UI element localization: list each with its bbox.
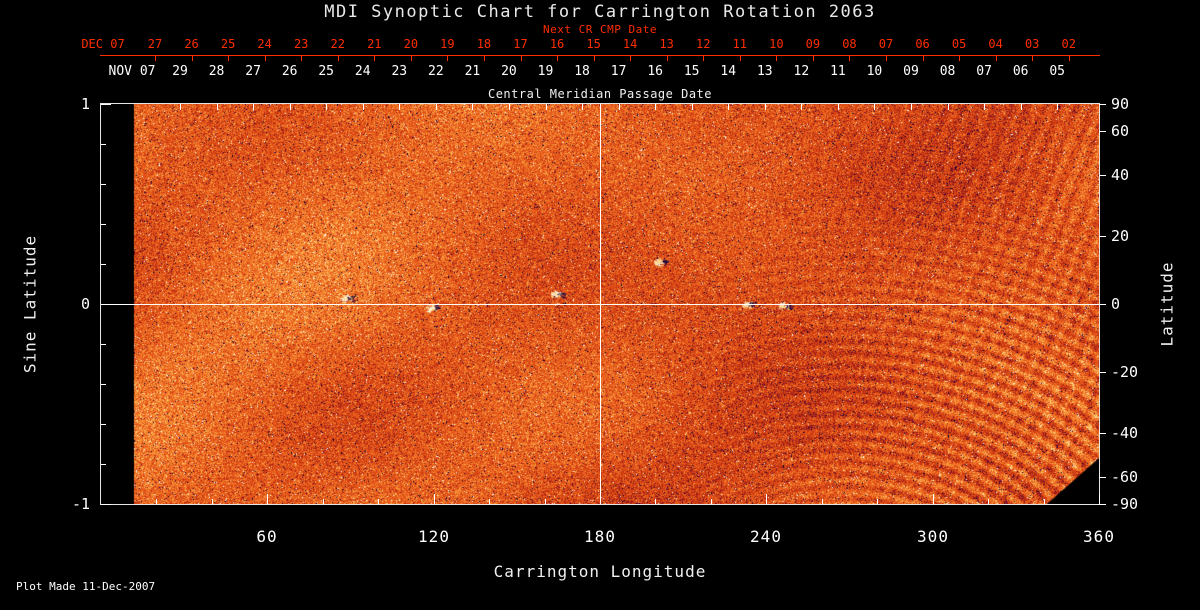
next-cr-day: 24 xyxy=(257,37,272,51)
cmp-day: 16 xyxy=(647,64,663,79)
cmp-day: 14 xyxy=(720,64,737,79)
next-cr-month-label: DEC 07 xyxy=(81,37,125,51)
next-cr-day: 20 xyxy=(403,37,419,51)
next-cr-day: 27 xyxy=(147,37,163,51)
next-cr-day: 15 xyxy=(586,37,601,51)
plot-area xyxy=(100,103,1100,505)
latitude-tick-label: 20 xyxy=(1111,227,1130,245)
cmp-day: 25 xyxy=(318,64,335,79)
next-cr-day: 09 xyxy=(805,37,821,51)
latitude-tick xyxy=(1099,372,1106,373)
sine-latitude-tick-label: -1 xyxy=(71,495,90,513)
next-cr-day: 08 xyxy=(842,37,857,51)
latitude-tick xyxy=(1099,104,1106,105)
latitude-tick-label: 0 xyxy=(1111,295,1121,313)
carrington-longitude-axis-label: Carrington Longitude xyxy=(493,562,707,581)
latitude-tick xyxy=(1099,477,1106,478)
next-cr-day: 19 xyxy=(440,37,455,51)
cmp-day: 13 xyxy=(756,64,773,79)
next-cr-day: 02 xyxy=(1061,37,1076,51)
next-cr-day: 07 xyxy=(878,37,894,51)
latitude-tick xyxy=(1099,236,1106,237)
next-cr-cmp-date-label: Next CR CMP Date xyxy=(543,23,657,36)
cmp-month-label: NOV 07 xyxy=(108,64,156,79)
cmp-day: 21 xyxy=(464,64,481,79)
cmp-day: 09 xyxy=(903,64,919,79)
next-cr-day: 16 xyxy=(549,37,565,51)
next-cr-day: 18 xyxy=(476,37,492,51)
next-cr-day: 10 xyxy=(769,37,784,51)
cmp-day: 20 xyxy=(501,64,517,79)
latitude-tick xyxy=(1099,131,1106,132)
next-cr-axis-line xyxy=(100,55,1100,56)
latitude-tick xyxy=(1099,433,1106,434)
next-cr-day: 14 xyxy=(622,37,638,51)
latitude-tick-label: -20 xyxy=(1111,363,1139,381)
latitude-tick-label: -40 xyxy=(1111,424,1139,442)
next-cr-day: 22 xyxy=(330,37,345,51)
sine-latitude-axis-label: Sine Latitude xyxy=(20,234,40,374)
next-cr-day: 04 xyxy=(988,37,1003,51)
longitude-tick-label: 360 xyxy=(1083,527,1115,546)
cmp-day: 11 xyxy=(830,64,846,79)
cmp-day: 19 xyxy=(537,64,554,79)
cmp-day: 18 xyxy=(574,64,590,79)
cmp-day: 06 xyxy=(1012,64,1029,79)
cmp-day: 15 xyxy=(683,64,700,79)
latitude-tick-label: -60 xyxy=(1111,468,1139,486)
chart-title: MDI Synoptic Chart for Carrington Rotati… xyxy=(324,2,876,22)
cmp-day: 26 xyxy=(281,64,298,79)
next-cr-day: 13 xyxy=(659,37,674,51)
latitude-tick-label: -90 xyxy=(1111,495,1139,513)
next-cr-day: 03 xyxy=(1024,37,1040,51)
next-cr-day: 06 xyxy=(915,37,930,51)
next-cr-day: 11 xyxy=(732,37,748,51)
latitude-tick xyxy=(1099,504,1106,505)
cmp-day: 23 xyxy=(391,64,408,79)
reference-line-equator xyxy=(101,304,1099,305)
next-cr-day: 26 xyxy=(184,37,199,51)
latitude-tick-label: 60 xyxy=(1111,122,1130,140)
next-cr-day: 21 xyxy=(367,37,382,51)
cmp-day: 08 xyxy=(939,64,956,79)
sine-latitude-tick-label: 0 xyxy=(80,295,90,313)
latitude-axis-label: Latitude xyxy=(1157,261,1177,347)
longitude-tick-label: 120 xyxy=(418,527,450,546)
cmp-day: 07 xyxy=(976,64,992,79)
cmp-day: 28 xyxy=(208,64,225,79)
cmp-day: 12 xyxy=(793,64,810,79)
plot-made-note: Plot Made 11-Dec-2007 xyxy=(16,580,156,593)
cmp-day: 10 xyxy=(866,64,883,79)
longitude-tick-label: 300 xyxy=(917,527,949,546)
next-cr-day: 23 xyxy=(293,37,309,51)
next-cr-day: 17 xyxy=(513,37,528,51)
cmp-day: 17 xyxy=(610,64,627,79)
latitude-tick xyxy=(1099,175,1106,176)
cmp-day: 29 xyxy=(172,64,188,79)
latitude-tick-label: 40 xyxy=(1111,166,1130,184)
longitude-tick-label: 240 xyxy=(750,527,782,546)
cmp-day: 24 xyxy=(354,64,371,79)
longitude-tick-label: 60 xyxy=(256,527,278,546)
next-cr-day: 12 xyxy=(696,37,711,51)
next-cr-day: 25 xyxy=(220,37,236,51)
next-cr-day: 05 xyxy=(951,37,967,51)
cmp-day: 22 xyxy=(428,64,444,79)
latitude-tick xyxy=(1099,304,1106,305)
cmp-day: 27 xyxy=(245,64,261,79)
cmp-day: 05 xyxy=(1049,64,1066,79)
longitude-tick-label: 180 xyxy=(584,527,616,546)
cmp-axis-label: Central Meridian Passage Date xyxy=(487,87,712,101)
